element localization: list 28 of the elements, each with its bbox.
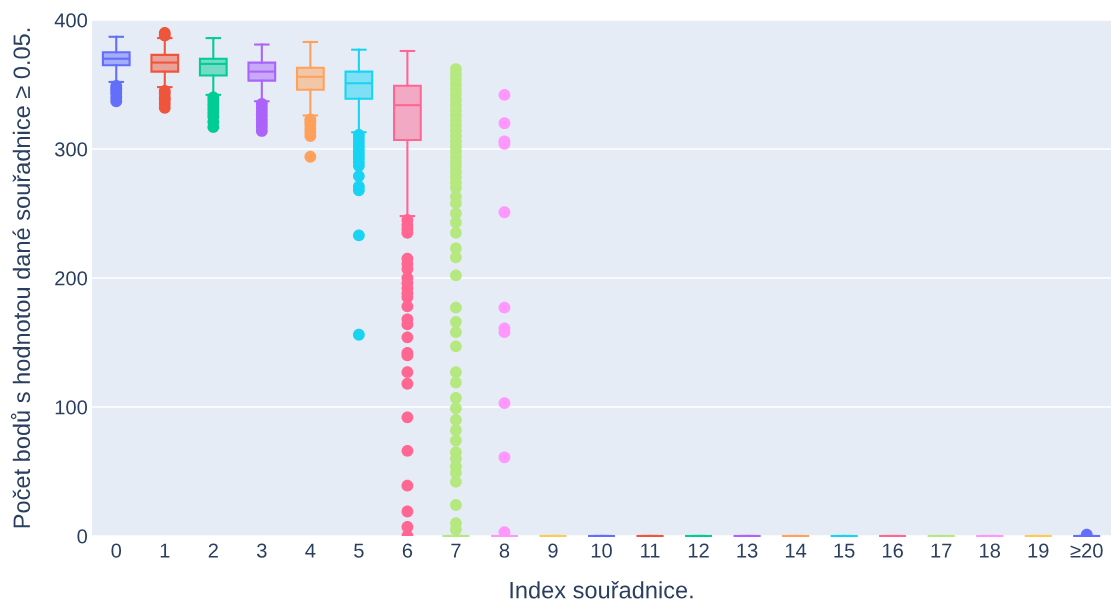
y-axis-title: Počet bodů s hodnotou dané souřadnice ≥ 0.05. [10, 28, 31, 528]
y-tick-label: 300 [54, 142, 88, 157]
x-tick-label: 14 [785, 543, 807, 558]
x-tick-label: 12 [688, 543, 709, 558]
x-tick-label: 13 [737, 543, 758, 558]
x-tick-label: 1 [160, 543, 170, 558]
x-axis-title: Index souřadnice. [510, 581, 693, 599]
y-tick-label: 200 [55, 271, 88, 286]
y-tick-label: 400 [54, 13, 88, 28]
x-tick-label: 7 [451, 543, 461, 558]
x-tick-label: 15 [834, 543, 855, 558]
x-tick-label: 0 [111, 543, 122, 558]
x-tick-label: 3 [256, 543, 267, 558]
x-tick-label: 4 [305, 543, 316, 558]
x-tick-label: 11 [641, 543, 660, 558]
x-tick-label: 9 [548, 543, 558, 558]
x-tick-label: 2 [208, 543, 218, 558]
x-tick-label: 6 [402, 543, 413, 558]
x-tick-label: 19 [1028, 543, 1049, 558]
x-tick-label: 18 [980, 543, 1001, 558]
x-tick-label: 17 [931, 543, 952, 558]
x-tick-label: 5 [354, 543, 364, 558]
x-tick-label: 10 [591, 543, 612, 558]
y-tick-label: 100 [55, 400, 88, 415]
y-tick-label: 0 [77, 529, 88, 544]
x-tick-label: ≥20 [1070, 543, 1103, 558]
x-tick-label: 8 [499, 543, 510, 558]
x-tick-label: 16 [882, 543, 903, 558]
